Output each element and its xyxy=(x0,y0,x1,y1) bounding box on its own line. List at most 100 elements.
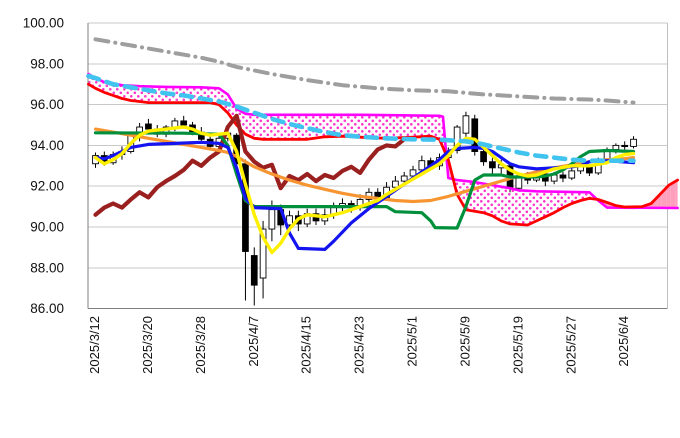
line-yellow-conversion-group xyxy=(93,125,636,255)
cloud-fill-segment xyxy=(542,191,548,218)
cloud-fill-segment xyxy=(137,86,142,102)
candle-body-up xyxy=(630,138,637,147)
cloud-fill-segment xyxy=(414,115,420,138)
cloud-fill-segment xyxy=(344,114,349,137)
cloud-fill-segment xyxy=(375,115,380,138)
cloud-fill-segment xyxy=(397,115,402,138)
cloud-fill-segment xyxy=(379,115,384,139)
cloud-fill-segment xyxy=(476,182,481,213)
x-axis-label: 2025/3/28 xyxy=(193,316,208,374)
cloud-fill-segment xyxy=(264,114,270,140)
cloud-fill-segment xyxy=(560,191,565,210)
cloud-fill-segment xyxy=(419,115,424,137)
candle-body-up xyxy=(400,175,408,182)
line-blue-ma xyxy=(93,140,636,251)
cloud-fill-segment xyxy=(282,114,287,140)
cloud-fill-segment xyxy=(529,190,534,225)
cloud-fill-segment xyxy=(317,114,323,138)
cloud-bottom-red-line-group xyxy=(87,82,679,227)
candle-body-down xyxy=(489,161,496,169)
candle-body-down xyxy=(145,123,152,130)
cloud-fill-segment xyxy=(410,115,415,138)
cloud-fill-segment xyxy=(547,191,552,216)
y-axis-labels: 86.00 88.00 90.00 92.00 94.00 96.00 98.00 100.0… xyxy=(23,16,64,317)
candle-body-down xyxy=(250,255,258,286)
y-axis-label: 96.00 xyxy=(30,97,64,112)
y-axis-label: 100.00 xyxy=(23,16,64,31)
line-long-trend-gray-dashdot-group xyxy=(93,37,636,105)
candle-body-up xyxy=(612,144,620,150)
cloud-fill-segment xyxy=(401,115,407,138)
x-axis-label: 2025/5/19 xyxy=(510,316,525,374)
candle-body-up xyxy=(268,209,276,230)
cloud-fill-segment xyxy=(670,181,676,208)
line-mid-trend-cyan-dashed-group xyxy=(86,73,636,163)
x-axis-label: 2025/6/4 xyxy=(616,316,631,367)
x-axis-label: 2025/4/15 xyxy=(299,316,314,374)
cloud-fill-segment xyxy=(119,84,124,99)
candle-body-up xyxy=(418,160,426,171)
line-yellow-conversion xyxy=(93,125,636,255)
cloud-fill-segment xyxy=(247,114,252,138)
candle-body-down xyxy=(559,174,567,179)
y-axis-label: 88.00 xyxy=(30,260,64,275)
x-axis-label: 2025/5/1 xyxy=(405,316,420,367)
cloud-fill-segment xyxy=(97,78,102,92)
cloud-fill-segment xyxy=(428,115,433,137)
cloud-fill-segment xyxy=(287,114,292,140)
x-axis-label: 2025/4/23 xyxy=(352,316,367,374)
cloud-fill-segment xyxy=(339,114,345,137)
cloud-fill-segment xyxy=(251,114,257,139)
cloud-bottom-red-line xyxy=(87,82,679,227)
cloud-top-magenta-line xyxy=(87,72,679,210)
candle-body-up xyxy=(409,169,417,177)
cloud-fill-segment xyxy=(313,114,318,139)
cloud-fill-segment xyxy=(392,115,398,138)
x-axis-labels: 2025/3/12 2025/3/20 2025/3/28 2025/4/7 2025/… xyxy=(87,316,631,374)
cloud-fill-segment xyxy=(675,180,678,208)
cloud-fill-segment xyxy=(564,191,570,207)
y-axis-label: 98.00 xyxy=(30,56,64,71)
cloud-fill-segment xyxy=(503,187,508,224)
cloud-fill-segment xyxy=(388,115,393,139)
cloud-fill-segment xyxy=(507,187,512,224)
candle-body-up xyxy=(568,170,576,179)
y-axis-label: 94.00 xyxy=(30,138,64,153)
cloud-fill-segment xyxy=(666,184,671,208)
cloud-fill-segment xyxy=(498,186,504,222)
cloud-fill-segment xyxy=(194,87,199,103)
cloud-top-magenta-line-group xyxy=(87,72,679,210)
cloud-fill-segment xyxy=(432,115,437,139)
candle-body-up xyxy=(462,115,470,134)
candle-body-down xyxy=(471,118,479,152)
cloud-fill-segment xyxy=(538,191,543,220)
cloud-fill-segment xyxy=(370,114,376,138)
cloud-fill-segment xyxy=(176,87,182,103)
line-blue-ma-group xyxy=(93,140,636,251)
cloud-fill-segment xyxy=(569,191,574,205)
cloud-fill-segment xyxy=(357,114,362,138)
cloud-fill-segment xyxy=(304,114,309,140)
y-axis-label: 90.00 xyxy=(30,220,64,235)
cloud-fill-segment xyxy=(353,114,358,138)
cloud-fill-segment xyxy=(511,188,517,225)
cloud-fill-segment xyxy=(423,115,429,137)
cloud-fill-segment xyxy=(242,112,248,135)
line-lagging-darkred-group xyxy=(93,113,407,217)
candle-body-down xyxy=(180,120,188,126)
cloud-fill-segment xyxy=(436,115,442,144)
candle-body-down xyxy=(480,151,487,163)
y-axis-label: 92.00 xyxy=(30,179,64,194)
ichimoku-cloud xyxy=(88,74,678,225)
candle-body-down xyxy=(621,144,629,148)
x-axis-label: 2025/5/27 xyxy=(563,316,578,374)
x-axis-label: 2025/3/20 xyxy=(140,316,155,374)
cloud-fill-segment xyxy=(335,114,340,137)
candle-body-down xyxy=(242,163,249,252)
candle-body-up xyxy=(392,180,399,188)
cloud-fill-segment xyxy=(260,114,265,140)
cloud-fill-segment xyxy=(348,114,354,137)
cloud-fill-segment xyxy=(366,114,371,138)
